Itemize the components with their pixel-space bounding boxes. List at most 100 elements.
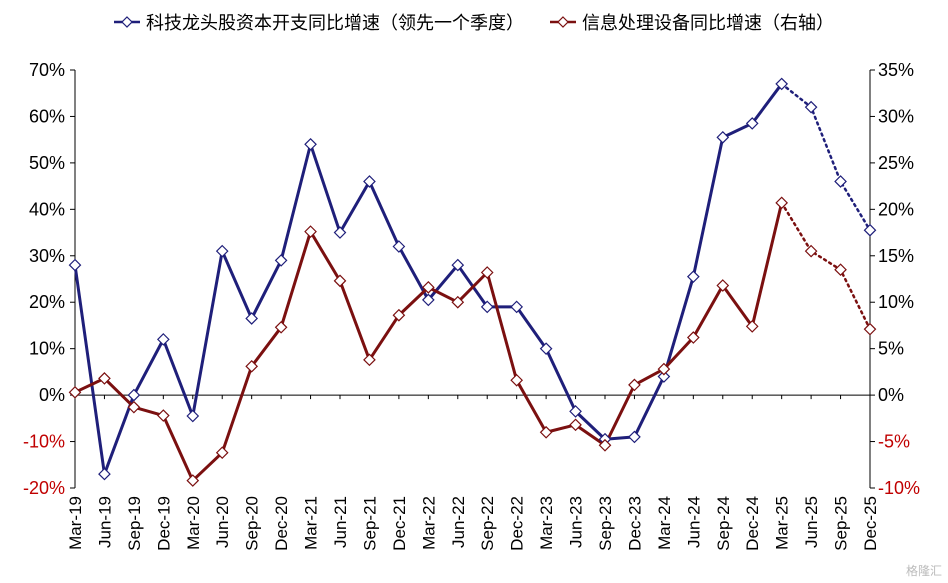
data-point-1 — [333, 274, 347, 288]
data-point-1 — [539, 425, 553, 439]
data-point-0 — [628, 430, 641, 444]
x-tick-label: Mar-25 — [773, 496, 792, 550]
data-point-1 — [304, 225, 317, 238]
data-point-1 — [804, 244, 818, 258]
data-point-0 — [304, 137, 317, 151]
left-tick-label: 60% — [29, 106, 65, 126]
data-point-1 — [834, 263, 847, 277]
x-tick-label: Jun-20 — [213, 496, 232, 548]
left-tick-label: 50% — [29, 153, 65, 173]
data-point-1 — [569, 418, 582, 432]
x-tick-label: Dec-19 — [154, 496, 173, 551]
x-tick-label: Jun-19 — [95, 496, 114, 548]
right-tick-label: -10% — [878, 478, 920, 498]
data-point-1 — [245, 359, 259, 373]
right-tick-label: -5% — [878, 432, 910, 452]
data-point-1 — [686, 331, 700, 344]
data-point-0 — [657, 370, 671, 383]
series-lines-group — [73, 82, 872, 483]
data-point-0 — [333, 226, 347, 239]
data-point-1 — [628, 378, 641, 392]
data-point-0 — [392, 240, 406, 253]
data-point-0 — [775, 77, 789, 91]
x-tick-label: Dec-23 — [625, 496, 644, 551]
right-tick-label: 25% — [878, 153, 914, 173]
legend-item-equipment: 信息处理设备同比增速（右轴） — [550, 9, 834, 35]
data-point-1 — [215, 446, 229, 460]
x-tick-label: Mar-21 — [302, 496, 321, 550]
x-tick-label: Dec-20 — [272, 496, 291, 551]
data-point-1 — [716, 279, 730, 292]
left-tick-label: 20% — [29, 292, 65, 312]
right-tick-label: 5% — [878, 339, 904, 359]
data-point-1 — [775, 196, 789, 210]
data-point-0 — [274, 254, 288, 267]
data-point-0 — [686, 270, 700, 284]
data-point-1 — [127, 400, 141, 414]
right-tick-label: 20% — [878, 199, 914, 219]
x-tick-label: Mar-22 — [419, 496, 438, 550]
data-point-0 — [745, 117, 759, 130]
left-tick-label: 30% — [29, 246, 65, 266]
data-point-0 — [421, 293, 435, 307]
left-tick-label: -10% — [23, 432, 65, 452]
data-point-1 — [598, 438, 612, 452]
legend-item-capex: 科技龙头股资本开支同比增速（领先一个季度） — [114, 9, 524, 35]
x-tick-label: Mar-23 — [537, 496, 556, 550]
data-point-0 — [863, 223, 877, 237]
chart-legend: 科技龙头股资本开支同比增速（领先一个季度） 信息处理设备同比增速（右轴） — [0, 8, 948, 36]
data-point-0 — [156, 333, 170, 346]
x-tick-label: Jun-22 — [449, 496, 468, 548]
data-point-1 — [863, 322, 877, 336]
data-point-0 — [363, 175, 376, 188]
x-tick-label: Dec-22 — [508, 496, 527, 551]
x-tick-label: Sep-23 — [596, 496, 615, 551]
x-tick-label: Sep-19 — [125, 496, 144, 551]
legend-label-equipment: 信息处理设备同比增速（右轴） — [582, 13, 834, 34]
data-point-1 — [421, 281, 435, 294]
legend-swatch-capex — [114, 16, 140, 28]
x-tick-label: Sep-20 — [243, 496, 262, 551]
data-point-1 — [68, 385, 82, 399]
right-tick-label: 30% — [878, 106, 914, 126]
data-point-0 — [98, 467, 111, 481]
x-tick-label: Jun-25 — [802, 496, 821, 548]
data-point-0 — [245, 312, 259, 325]
data-point-1 — [480, 266, 494, 279]
data-point-0 — [451, 258, 465, 272]
left-tick-label: 10% — [29, 339, 65, 359]
x-tick-label: Dec-25 — [861, 496, 880, 551]
x-tick-label: Jun-21 — [331, 496, 350, 548]
watermark: 格隆汇 — [905, 564, 942, 578]
data-point-1 — [274, 320, 288, 334]
data-point-0 — [127, 388, 141, 402]
data-point-1 — [392, 308, 406, 322]
left-tick-label: 70% — [29, 60, 65, 80]
data-point-0 — [480, 300, 494, 314]
x-tick-label: Sep-21 — [360, 496, 379, 551]
data-point-1 — [363, 353, 376, 367]
series-line-0 — [73, 83, 783, 476]
x-tick-label: Sep-24 — [714, 496, 733, 551]
right-tick-label: 15% — [878, 246, 914, 266]
series-line-forecast-1 — [780, 201, 872, 331]
left-tick-label: 0% — [39, 385, 65, 405]
x-tick-label: Dec-24 — [743, 496, 762, 551]
data-point-1 — [451, 295, 465, 309]
x-tick-label: Mar-19 — [66, 496, 85, 550]
data-point-0 — [215, 244, 229, 258]
data-point-0 — [804, 100, 818, 114]
data-point-1 — [657, 362, 671, 376]
left-tick-label: 40% — [29, 199, 65, 219]
left-tick-label: -20% — [23, 478, 65, 498]
x-tick-label: Mar-24 — [655, 496, 674, 550]
series-line-forecast-0 — [780, 82, 872, 232]
data-point-0 — [510, 300, 524, 314]
axes-group: 70% 60% 50% 40% 30% 20% 10% 0% -10% -20% 35% 30% 25%… — [23, 60, 920, 551]
right-tick-label: 10% — [878, 292, 914, 312]
series-markers-group — [68, 77, 877, 487]
right-tick-label: 35% — [878, 60, 914, 80]
data-point-1 — [186, 474, 200, 487]
x-tick-label: Sep-25 — [832, 496, 851, 551]
